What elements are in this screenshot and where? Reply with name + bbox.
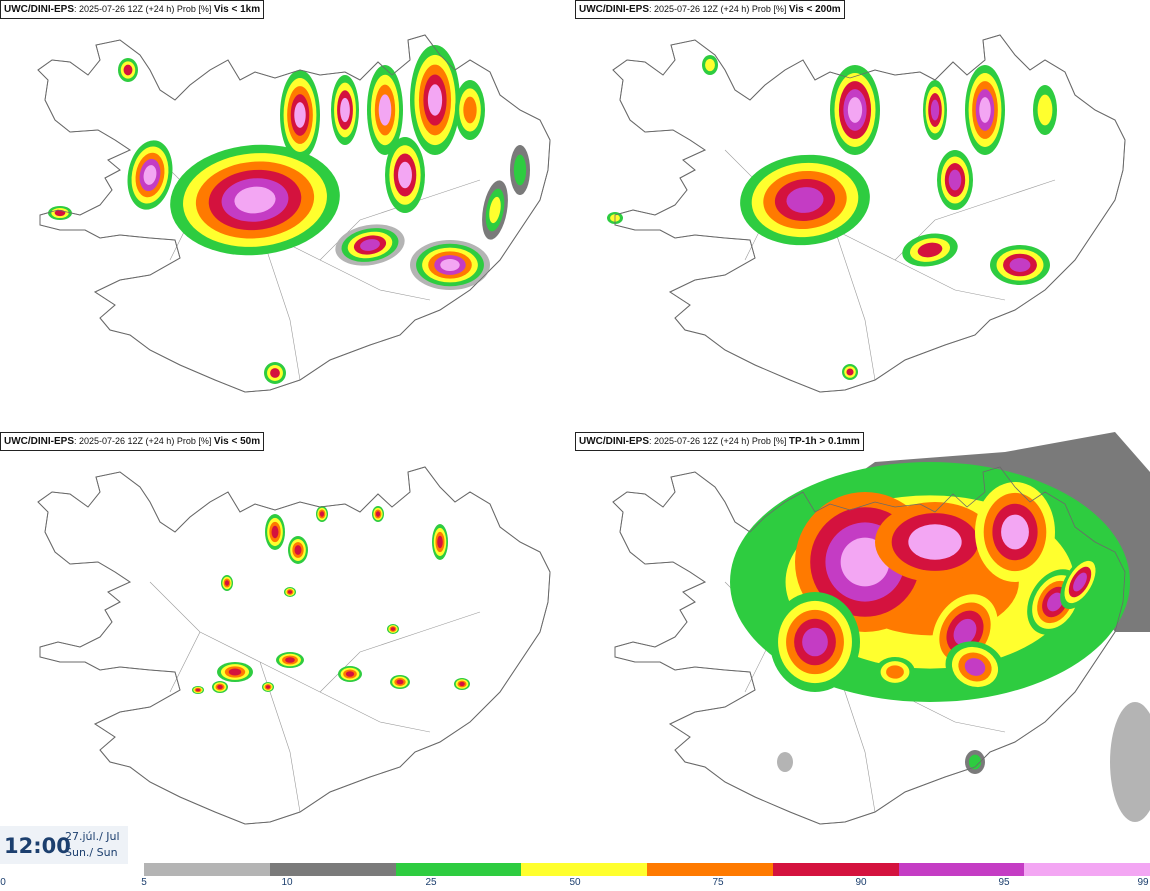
probability-area <box>777 752 793 772</box>
region-boundary <box>259 229 301 381</box>
probability-area <box>262 682 274 692</box>
region-boundary <box>834 229 876 381</box>
probability-area <box>482 180 508 240</box>
region-boundary <box>379 289 431 301</box>
coastline-overlay <box>612 34 1126 393</box>
probability-area <box>454 678 470 690</box>
region-boundary <box>379 721 431 733</box>
coastline <box>37 466 551 825</box>
region-boundary <box>834 661 876 813</box>
probability-area <box>965 750 985 774</box>
colorbar-segment <box>898 863 1025 876</box>
probability-area <box>902 233 958 267</box>
probability-area <box>316 506 328 522</box>
probability-area <box>740 154 870 246</box>
probability-area <box>192 686 204 694</box>
colorbar-segment <box>647 863 773 876</box>
colorbar-tick-label: 5 <box>141 877 147 888</box>
valid-date: 27.júl./ Jul <box>65 830 120 843</box>
colorbar-segment <box>521 863 647 876</box>
map-panel-precip: UWC/DINI-EPS: 2025-07-26 12Z (+24 h) Pro… <box>575 432 1150 864</box>
colorbar <box>144 863 1150 876</box>
colorbar-tick-label: 0 <box>0 877 6 888</box>
probability-area <box>702 55 718 75</box>
map-panel-vis-200m: UWC/DINI-EPS: 2025-07-26 12Z (+24 h) Pro… <box>575 0 1150 432</box>
probability-area <box>387 624 399 634</box>
region-boundary <box>169 631 201 693</box>
probability-area <box>217 662 253 682</box>
map-vis-50m <box>37 466 551 825</box>
colorbar-segment <box>1024 863 1150 876</box>
probability-area <box>945 641 1005 693</box>
probability-area <box>1110 702 1150 822</box>
probability-area <box>48 206 72 220</box>
probability-area <box>276 652 304 668</box>
region-boundary <box>954 721 1006 733</box>
map-precip <box>612 432 1150 825</box>
map-panel-vis-50m: UWC/DINI-EPS: 2025-07-26 12Z (+24 h) Pro… <box>0 432 575 864</box>
probability-area <box>1033 85 1057 135</box>
probability-area <box>170 144 340 256</box>
valid-time: 12:00 <box>4 834 71 858</box>
region-boundary <box>954 289 1006 301</box>
probability-area <box>432 524 448 560</box>
probability-area <box>284 587 296 597</box>
probability-area <box>335 224 405 266</box>
panel-title: UWC/DINI-EPS: 2025-07-26 12Z (+24 h) Pro… <box>575 0 845 19</box>
coastline-overlay <box>37 34 551 393</box>
probability-area <box>221 575 233 591</box>
probability-area <box>288 536 308 564</box>
coastline-overlay <box>37 466 551 825</box>
probability-area <box>367 65 403 155</box>
colorbar-tick-label: 95 <box>998 877 1010 888</box>
probability-area <box>830 65 880 155</box>
probability-area <box>410 240 490 290</box>
colorbar-tick-label: 90 <box>855 877 867 888</box>
panel-title: UWC/DINI-EPS: 2025-07-26 12Z (+24 h) Pro… <box>0 0 265 19</box>
map-vis-200m <box>607 34 1126 393</box>
map-vis-1km <box>37 34 551 393</box>
probability-area <box>842 364 858 380</box>
probability-area <box>410 45 460 155</box>
probability-area <box>1060 554 1100 610</box>
probability-area <box>118 58 138 82</box>
probability-area <box>965 65 1005 155</box>
colorbar-tick-label: 10 <box>281 877 293 888</box>
probability-area <box>937 150 973 210</box>
colorbar-tick-label: 50 <box>569 877 581 888</box>
colorbar-segment <box>144 863 270 876</box>
probability-area <box>264 362 286 384</box>
probability-area <box>975 482 1055 582</box>
probability-area <box>510 145 530 195</box>
valid-weekday: Sun./ Sun <box>65 846 118 859</box>
colorbar-segment <box>772 863 899 876</box>
probability-area <box>372 506 384 522</box>
probability-area <box>331 75 359 145</box>
colorbar-segment <box>395 863 522 876</box>
probability-area <box>990 245 1050 285</box>
coastline-overlay <box>612 466 1126 825</box>
probability-area <box>280 70 320 160</box>
probability-area <box>770 592 860 692</box>
probability-area <box>875 657 915 687</box>
probability-area <box>338 666 362 682</box>
colorbar-tick-label: 75 <box>712 877 724 888</box>
colorbar-segment <box>269 863 396 876</box>
probability-area <box>923 80 947 140</box>
panel-title: UWC/DINI-EPS: 2025-07-26 12Z (+24 h) Pro… <box>575 432 864 451</box>
probability-area <box>875 502 995 582</box>
region-boundary <box>259 661 301 813</box>
probability-area <box>265 514 285 550</box>
colorbar-tick-label: 99 <box>1137 877 1149 888</box>
panel-title: UWC/DINI-EPS: 2025-07-26 12Z (+24 h) Pro… <box>0 432 265 451</box>
valid-time-box: 12:00 27.júl./ Jul Sun./ Sun <box>0 826 128 864</box>
colorbar-tick-label: 25 <box>425 877 437 888</box>
probability-area <box>455 80 485 140</box>
probability-area <box>385 137 425 213</box>
map-panel-vis-1km: UWC/DINI-EPS: 2025-07-26 12Z (+24 h) Pro… <box>0 0 575 432</box>
probability-area <box>212 681 228 693</box>
probability-area <box>127 140 173 210</box>
probability-area <box>390 675 410 689</box>
